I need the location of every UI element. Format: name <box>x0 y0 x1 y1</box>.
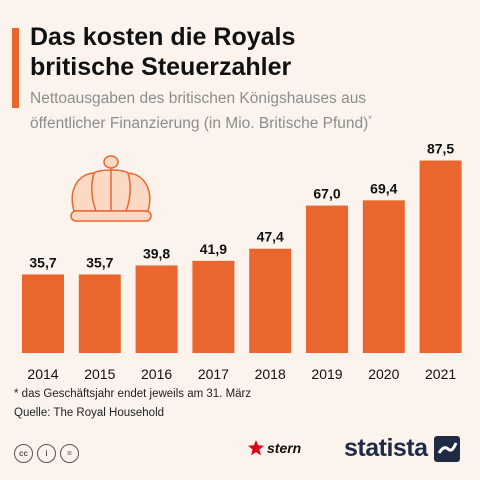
data-label-2017: 41,9 <box>200 241 227 257</box>
bar-2016 <box>135 265 178 353</box>
footnote: * das Geschäftsjahr endet jeweils am 31.… <box>14 388 252 400</box>
stern-wordmark: stern <box>267 440 302 456</box>
bar-2019 <box>306 205 348 353</box>
data-label-2019: 67,0 <box>313 186 340 202</box>
bar-2021 <box>419 160 462 353</box>
data-label-2015: 35,7 <box>86 254 113 270</box>
data-label-2021: 87,5 <box>427 141 454 157</box>
title-accent-bar <box>12 28 19 108</box>
stern-logo[interactable]: stern <box>248 440 301 456</box>
x-tick-2015: 2015 <box>84 366 115 382</box>
x-tick-2021: 2021 <box>425 366 456 382</box>
x-tick-2016: 2016 <box>141 366 172 382</box>
no-derivatives-icon[interactable]: = <box>60 444 79 463</box>
bar-2020 <box>362 200 405 353</box>
attribution-icon[interactable]: i <box>37 444 56 463</box>
chart-title: Das kosten die Royals britische Steuerza… <box>30 23 296 81</box>
chart-subtitle: Nettoausgaben des britischen Königshause… <box>30 88 470 134</box>
bar-2015 <box>78 274 121 353</box>
bar-chart: 35,7 2014 35,7 2015 39,8 2016 41,9 2017 47,4 2018… <box>22 141 462 382</box>
statista-mark-icon <box>433 435 460 462</box>
statista-logo[interactable]: statista <box>344 434 460 463</box>
x-tick-2017: 2017 <box>198 366 229 382</box>
bar-2014 <box>22 274 64 353</box>
stern-star-icon <box>248 440 264 456</box>
x-tick-2019: 2019 <box>311 366 342 382</box>
license-icons: cc i = <box>14 444 79 463</box>
data-label-2016: 39,8 <box>143 245 170 261</box>
data-label-2014: 35,7 <box>29 254 56 270</box>
bar-2017 <box>192 260 235 353</box>
bar-2018 <box>249 248 292 353</box>
x-tick-2018: 2018 <box>255 366 286 382</box>
x-tick-2020: 2020 <box>368 366 399 382</box>
data-label-2020: 69,4 <box>370 180 397 196</box>
source-note: Quelle: The Royal Household <box>14 407 165 419</box>
subtitle-footnote-marker: * <box>368 114 372 124</box>
subtitle-text: Nettoausgaben des britischen Königshause… <box>30 90 369 133</box>
statista-wordmark: statista <box>344 434 428 462</box>
data-label-2018: 47,4 <box>257 229 284 245</box>
crown-icon <box>70 155 152 222</box>
x-tick-2014: 2014 <box>27 366 58 382</box>
bars-layer: 35,7 2014 35,7 2015 39,8 2016 41,9 2017 47,4 2018… <box>22 141 462 382</box>
cc-icon[interactable]: cc <box>14 444 33 463</box>
